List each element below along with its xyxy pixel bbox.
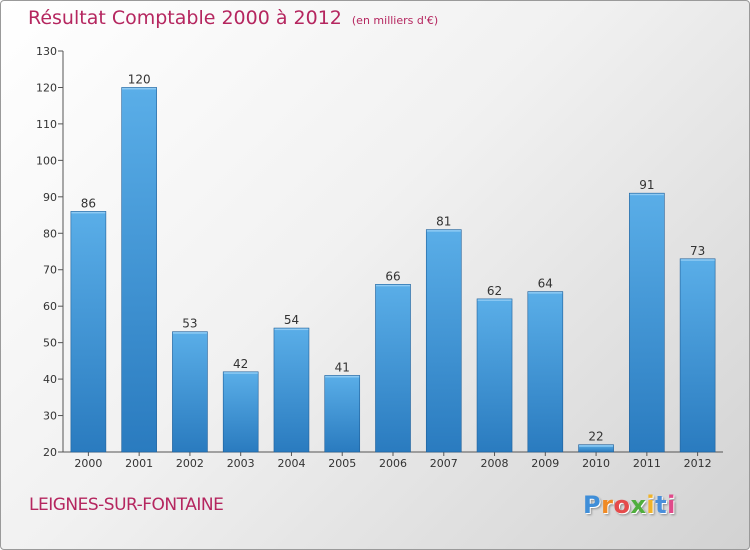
y-tick-label: 90: [43, 191, 57, 204]
bar: [121, 87, 157, 453]
data-label: 42: [233, 357, 248, 371]
logo-letter: x: [630, 491, 647, 519]
bar: [425, 229, 462, 453]
y-tick-label: 40: [43, 373, 57, 386]
x-tick-label: 2000: [74, 457, 102, 470]
data-label: 62: [487, 284, 502, 298]
bar-highlight: [71, 211, 106, 214]
x-tick-label: 2003: [227, 457, 255, 470]
bar: [324, 375, 361, 453]
x-tick-label: 2012: [684, 457, 712, 470]
bar-highlight: [376, 284, 410, 287]
data-label: 54: [284, 313, 299, 327]
data-label: 86: [81, 196, 96, 210]
y-tick-label: 30: [43, 410, 57, 423]
x-tick-label: 2007: [430, 457, 458, 470]
bar: [172, 331, 208, 453]
data-label: 64: [538, 277, 553, 291]
bar: [679, 258, 716, 453]
y-tick-label: 130: [36, 45, 57, 58]
bar-highlight: [325, 375, 360, 378]
y-tick-label: 110: [36, 118, 57, 131]
bar: [578, 444, 614, 453]
bars: [70, 87, 716, 453]
chart-subtitle: (en milliers d'€): [351, 14, 439, 27]
x-tick-label: 2006: [379, 457, 407, 470]
y-tick-label: 120: [36, 81, 57, 94]
x-tick-label: 2005: [328, 457, 356, 470]
logo-letter: P: [583, 491, 602, 519]
y-tick-label: 70: [43, 264, 57, 277]
bar: [375, 284, 411, 453]
y-tick-label: 50: [43, 337, 57, 350]
bar-highlight: [528, 292, 563, 294]
y-tick-label: 60: [43, 300, 57, 313]
chart-title-text: Résultat Comptable 2000 à 2012: [28, 7, 342, 29]
x-tick-label: 2010: [582, 457, 610, 470]
labels: 86 2000 120 2001 53 2002 42 2003 54 2004 41 2005 66 2…: [74, 72, 711, 470]
bar-highlight: [477, 299, 512, 301]
bar-highlight: [172, 332, 207, 334]
proxiti-logo[interactable]: Proxiti: [583, 491, 676, 519]
bar-highlight: [274, 328, 309, 331]
logo-letter: o: [613, 491, 631, 519]
x-tick-label: 2002: [176, 457, 204, 470]
bar: [222, 371, 259, 453]
bar-highlight: [122, 87, 157, 90]
bar-highlight: [629, 193, 664, 196]
bar: [273, 327, 310, 453]
x-tick-label: 2011: [633, 457, 661, 470]
logo-letter: t: [655, 491, 668, 519]
x-tick-label: 2009: [531, 457, 559, 470]
bar-highlight: [426, 230, 461, 232]
bar-highlight: [680, 259, 715, 261]
data-label: 53: [182, 317, 197, 331]
bar: [70, 211, 107, 453]
y-tick-label: 20: [43, 446, 57, 459]
x-tick-label: 2004: [277, 457, 305, 470]
bar-highlight: [223, 372, 258, 374]
logo-letter: i: [646, 491, 656, 519]
data-label: 73: [690, 244, 705, 258]
x-tick-label: 2008: [481, 457, 509, 470]
data-label: 41: [335, 360, 350, 374]
data-label: 66: [385, 269, 400, 283]
bar-highlight: [579, 445, 614, 447]
data-label: 120: [128, 72, 151, 86]
city-name: LEIGNES-SUR-FONTAINE: [29, 495, 224, 515]
bar: [629, 192, 665, 453]
y-tick-label: 100: [36, 154, 57, 167]
logo-letter: i: [667, 491, 676, 519]
bar: [476, 298, 513, 453]
data-label: 22: [588, 430, 603, 444]
bar: [527, 291, 564, 453]
y-tick-label: 80: [43, 227, 57, 240]
logo-letter: r: [601, 491, 614, 519]
x-tick-label: 2001: [125, 457, 153, 470]
chart-title: Résultat Comptable 2000 à 2012 (en millie…: [28, 7, 438, 29]
data-label: 91: [639, 178, 654, 192]
data-label: 81: [436, 215, 451, 229]
